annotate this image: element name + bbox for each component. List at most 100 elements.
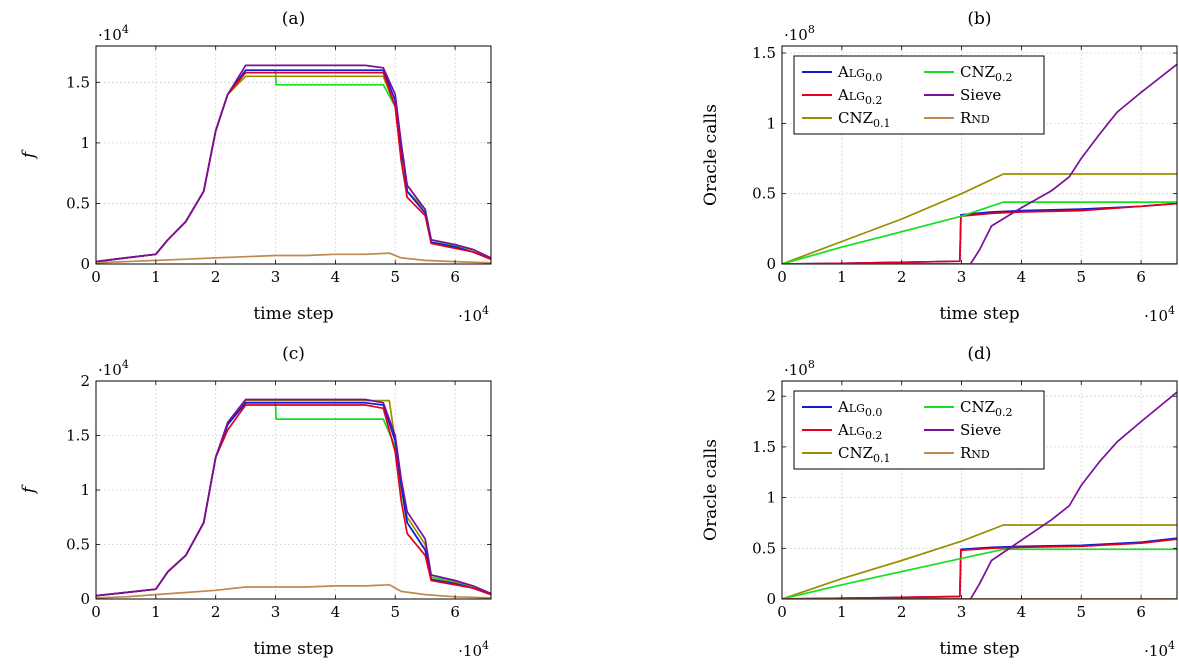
y-tick-label: 0 bbox=[766, 255, 776, 273]
legend-item-sieve: Sieve bbox=[924, 86, 1001, 104]
series-line-alg0-2 bbox=[96, 404, 491, 597]
x-tick-label: 3 bbox=[957, 603, 967, 621]
legend-item-alg0-0: Alg0.0 bbox=[802, 398, 882, 419]
x-tick-label: 2 bbox=[897, 268, 907, 286]
series-line-cnz0-2 bbox=[96, 401, 491, 597]
y-tick-label: 0.5 bbox=[66, 194, 90, 212]
series-line-sieve bbox=[782, 391, 1177, 599]
y-tick-label: 2 bbox=[766, 387, 776, 405]
y-axis-multiplier: ·104 bbox=[98, 358, 129, 379]
legend-label: Sieve bbox=[960, 86, 1001, 104]
plot-frame bbox=[95, 45, 492, 265]
y-axis-label: f bbox=[19, 484, 39, 495]
plot-frame bbox=[781, 45, 1178, 265]
series-line-alg0-0 bbox=[782, 537, 1177, 599]
series-line-sieve bbox=[782, 63, 1177, 264]
x-tick-label: 6 bbox=[1136, 268, 1146, 286]
y-tick-label: 0 bbox=[766, 590, 776, 608]
x-tick-label: 1 bbox=[151, 603, 161, 621]
legend-label: Sieve bbox=[960, 421, 1001, 439]
x-axis-multiplier: ·104 bbox=[458, 639, 489, 660]
chart-panel-d: 0 1 2 3 4 5 6 0 0.5 1 1.5 2 (d) time step Oracle calls… bbox=[701, 344, 1178, 660]
x-tick-label: 6 bbox=[450, 603, 460, 621]
x-tick-label: 1 bbox=[151, 268, 161, 286]
y-tick-label: 1.5 bbox=[66, 427, 90, 445]
series-line-cnz0-1 bbox=[782, 524, 1177, 599]
legend: Alg0.0 CNZ0.2 Alg0.2 Sieve CNZ0.1 Rnd bbox=[793, 55, 1045, 135]
panel-title: (c) bbox=[282, 344, 305, 364]
x-tick-label: 4 bbox=[331, 603, 341, 621]
legend-item-rnd: Rnd bbox=[924, 444, 990, 462]
legend-item-alg0-0: Alg0.0 bbox=[802, 63, 882, 84]
legend-label: Alg0.0 bbox=[837, 398, 882, 419]
x-tick-label: 1 bbox=[837, 603, 847, 621]
y-tick-label: 1.5 bbox=[66, 73, 90, 91]
x-tick-label: 5 bbox=[390, 603, 400, 621]
x-tick-label: 0 bbox=[91, 268, 101, 286]
series-line-alg0-0 bbox=[782, 202, 1177, 264]
y-tick-label: 0.5 bbox=[752, 185, 776, 203]
x-tick-label: 0 bbox=[777, 603, 787, 621]
x-tick-label: 1 bbox=[837, 268, 847, 286]
y-axis-label: f bbox=[19, 149, 39, 160]
series-line-rnd bbox=[96, 583, 491, 599]
legend-label: Alg0.0 bbox=[837, 63, 882, 84]
x-axis-multiplier: ·104 bbox=[1144, 639, 1175, 660]
x-tick-label: 5 bbox=[1076, 603, 1086, 621]
legend-box bbox=[793, 55, 1045, 135]
series-line-cnz0-2 bbox=[96, 69, 491, 263]
legend-item-cnz0-2: CNZ0.2 bbox=[924, 398, 1013, 419]
y-tick-label: 1 bbox=[766, 114, 776, 132]
legend-label: CNZ0.2 bbox=[960, 63, 1013, 84]
series-line-alg0-0 bbox=[96, 69, 491, 263]
panel-title: (b) bbox=[967, 9, 991, 29]
legend-label: CNZ0.1 bbox=[838, 109, 891, 130]
legend-item-cnz0-1: CNZ0.1 bbox=[802, 444, 891, 465]
y-axis-multiplier: ·108 bbox=[784, 358, 815, 379]
y-tick-label: 1 bbox=[80, 134, 90, 152]
x-tick-label: 5 bbox=[390, 268, 400, 286]
legend-label: Alg0.2 bbox=[837, 421, 882, 442]
y-tick-label: 1 bbox=[766, 489, 776, 507]
plot-frame bbox=[781, 380, 1178, 600]
legend-label: CNZ0.1 bbox=[838, 444, 891, 465]
x-tick-label: 2 bbox=[211, 268, 221, 286]
legend-item-sieve: Sieve bbox=[924, 421, 1001, 439]
x-tick-label: 4 bbox=[1017, 268, 1027, 286]
y-tick-label: 0 bbox=[80, 590, 90, 608]
series-line-cnz0-1 bbox=[96, 75, 491, 263]
y-tick-label: 1 bbox=[80, 481, 90, 499]
chart-panel-b: 0 1 2 3 4 5 6 0 0.5 1 1.5 (b) time step Oracle calls ·… bbox=[701, 9, 1178, 325]
legend-item-alg0-2: Alg0.2 bbox=[802, 421, 882, 442]
y-tick-label: 0.5 bbox=[752, 539, 776, 557]
series-line-alg0-2 bbox=[782, 202, 1177, 264]
x-tick-label: 5 bbox=[1076, 268, 1086, 286]
legend-box bbox=[793, 390, 1045, 470]
series-line-alg0-2 bbox=[782, 538, 1177, 599]
series-line-cnz0-1 bbox=[96, 399, 491, 597]
x-axis-label: time step bbox=[253, 639, 333, 659]
x-axis-label: time step bbox=[939, 639, 1019, 659]
series-line-cnz0-2 bbox=[782, 201, 1177, 264]
x-tick-label: 6 bbox=[450, 268, 460, 286]
x-tick-label: 4 bbox=[331, 268, 341, 286]
series-group bbox=[782, 63, 1177, 264]
x-axis-label: time step bbox=[253, 304, 333, 324]
panel-title: (a) bbox=[282, 9, 305, 29]
legend-item-cnz0-1: CNZ0.1 bbox=[802, 109, 891, 130]
y-axis-label: Oracle calls bbox=[701, 439, 721, 541]
legend-item-rnd: Rnd bbox=[924, 109, 990, 127]
x-axis-label: time step bbox=[939, 304, 1019, 324]
legend: Alg0.0 CNZ0.2 Alg0.2 Sieve CNZ0.1 Rnd bbox=[793, 390, 1045, 470]
series-line-sieve bbox=[96, 64, 491, 263]
x-tick-label: 4 bbox=[1017, 603, 1027, 621]
series-line-alg0-0 bbox=[96, 401, 491, 597]
y-axis-multiplier: ·108 bbox=[784, 23, 815, 44]
legend-label: CNZ0.2 bbox=[960, 398, 1013, 419]
x-tick-label: 3 bbox=[957, 268, 967, 286]
y-tick-label: 1.5 bbox=[752, 438, 776, 456]
y-tick-label: 2 bbox=[80, 372, 90, 390]
series-group bbox=[96, 398, 491, 599]
x-tick-label: 3 bbox=[271, 268, 281, 286]
